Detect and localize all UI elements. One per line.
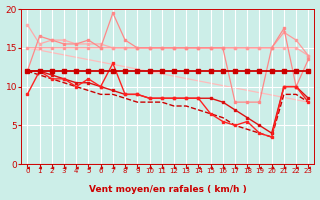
X-axis label: Vent moyen/en rafales ( km/h ): Vent moyen/en rafales ( km/h ) [89,185,247,194]
